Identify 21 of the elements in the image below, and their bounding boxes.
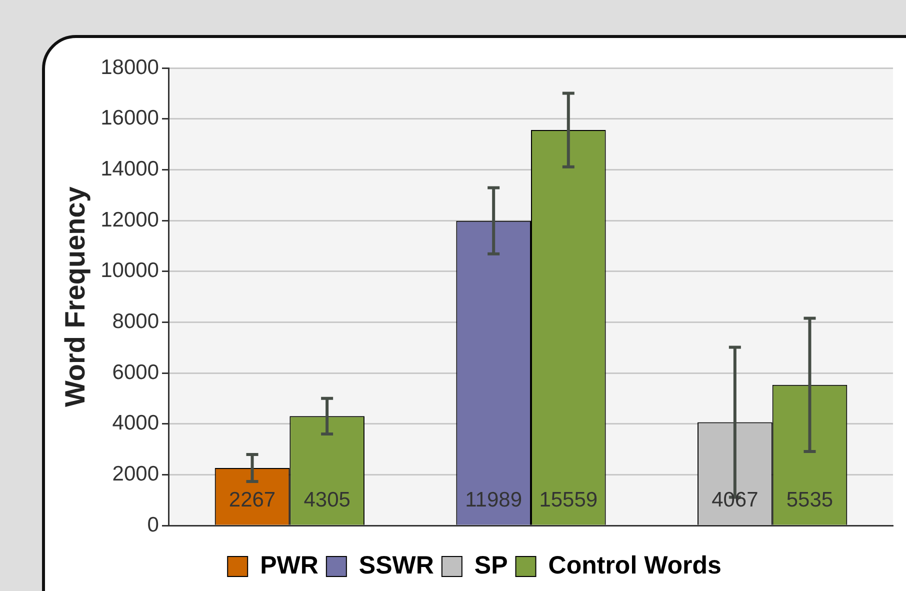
y-tick-label: 6000 [112, 360, 159, 384]
y-tick-label: 12000 [100, 208, 159, 232]
y-axis-title: Word Frequency [60, 186, 91, 408]
y-tick-label: 8000 [112, 310, 159, 334]
y-tick-label: 18000 [100, 56, 159, 79]
data-label: 4305 [304, 488, 350, 512]
y-tick-label: 2000 [112, 462, 159, 486]
data-label: 2267 [228, 488, 276, 512]
legend-label: SP [474, 551, 508, 580]
legend-label: SSWR [358, 551, 434, 580]
data-label: 4067 [712, 488, 758, 512]
y-tick-label: 4000 [112, 412, 159, 435]
y-tick-label: 0 [147, 513, 159, 536]
data-label: 5535 [786, 488, 834, 512]
y-tick-label: 10000 [100, 259, 159, 282]
legend-label: Control Words [548, 551, 722, 580]
y-tick-label: 14000 [100, 157, 159, 180]
y-tick-label: 16000 [100, 106, 159, 130]
data-label: 11989 [465, 488, 522, 512]
legend-label: PWR [260, 551, 318, 580]
data-label: 15559 [539, 488, 598, 512]
